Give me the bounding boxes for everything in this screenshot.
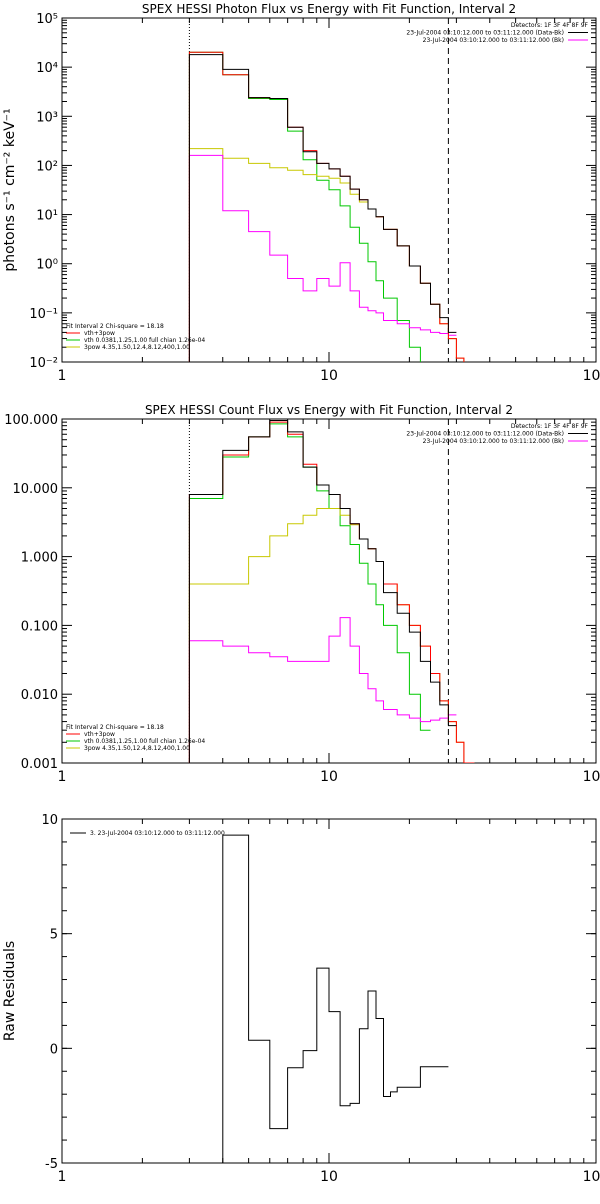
series-line-2 bbox=[188, 148, 465, 362]
series-line-1 bbox=[222, 834, 449, 1163]
x-tick-label: 100 bbox=[583, 769, 600, 785]
series-line-3 bbox=[188, 154, 457, 362]
x-tick-label: 10 bbox=[320, 1169, 338, 1185]
x-tick-label: 10 bbox=[320, 368, 338, 384]
x-tick-label: 100 bbox=[583, 368, 600, 384]
x-tick-label: 1 bbox=[58, 769, 67, 785]
legend-entry-text: 3. 23-Jul-2004 03:10:12.000 to 03:11:12.… bbox=[90, 830, 225, 837]
legend-entry-text: Fit Interval 2 Chi-square = 18.18 bbox=[66, 323, 164, 330]
chart-panel-2: 1 10 100 0.001 0.010 0.100 1.000 10.000 100.000 S… bbox=[4, 403, 600, 785]
series-line-5 bbox=[188, 54, 457, 362]
legend-entry-text: 3pow 4.35,1.50,12.4,8.12,400,1.00 bbox=[84, 344, 190, 351]
legend-entry-text: 3pow 4.35,1.50,12.4,8.12,400,1.00 bbox=[84, 745, 190, 752]
legend-entry-text: 23-Jul-2004 03:10:12.000 to 03:11:12.000… bbox=[406, 431, 564, 438]
y-axis-label: Raw Residuals bbox=[2, 941, 18, 1041]
x-tick-label: 1 bbox=[58, 1169, 67, 1185]
y-tick-label: 10⁻² bbox=[29, 356, 58, 371]
series-line-1 bbox=[188, 423, 431, 763]
series-line-3 bbox=[188, 617, 457, 763]
y-tick-label: 0.010 bbox=[21, 688, 58, 703]
series-group bbox=[222, 834, 449, 1163]
chart-panel-1: 1 10 100 10⁻² 10⁻¹ 10⁰ 10¹ 10² 10³ 10⁴ 10⁵ SPEX HES… bbox=[2, 2, 600, 384]
y-tick-label: 10.000 bbox=[13, 482, 59, 497]
series-line-4 bbox=[188, 421, 475, 763]
x-tick-label: 10 bbox=[320, 769, 338, 785]
y-tick-label: 0.100 bbox=[21, 619, 58, 634]
legend-entry-text: vth+3pow bbox=[84, 330, 115, 337]
series-line-5 bbox=[188, 420, 457, 763]
x-tick-label: 100 bbox=[583, 1169, 600, 1185]
y-tick-label: 10² bbox=[36, 159, 58, 174]
legend-entry-text: vth+3pow bbox=[84, 731, 115, 738]
series-group bbox=[188, 51, 465, 362]
x-tick-label: 1 bbox=[58, 368, 67, 384]
chart-title: SPEX HESSI Photon Flux vs Energy with Fi… bbox=[142, 2, 516, 16]
y-tick-label: 100.000 bbox=[4, 413, 58, 428]
legend-entry-text: 23-Jul-2004 03:10:12.000 to 03:11:12.000… bbox=[423, 438, 564, 445]
y-axis-label: photons s⁻¹ cm⁻² keV⁻¹ bbox=[2, 108, 18, 271]
legend-entry-text: Fit Interval 2 Chi-square = 18.18 bbox=[66, 724, 164, 731]
y-tick-label: -5 bbox=[45, 1157, 58, 1172]
y-tick-label: 10⁵ bbox=[36, 12, 58, 27]
y-tick-label: 1.000 bbox=[21, 551, 58, 566]
legend-entry-text: Detectors: 1F 3F 4F 8F 9F bbox=[511, 22, 589, 29]
legend-entry-text: Detectors: 1F 3F 4F 8F 9F bbox=[511, 423, 589, 430]
y-tick-label: 0.001 bbox=[21, 757, 58, 772]
y-tick-label: 10⁻¹ bbox=[29, 307, 58, 322]
y-tick-label: 10³ bbox=[36, 110, 58, 125]
chart-title: SPEX HESSI Count Flux vs Energy with Fit… bbox=[145, 403, 513, 417]
series-line-1 bbox=[188, 51, 421, 362]
legend-entry-text: vth 0.0381,1.25,1.00 full chian 1.26e-04 bbox=[84, 337, 205, 344]
y-tick-label: 10 bbox=[41, 813, 58, 828]
y-tick-label: 0 bbox=[50, 1042, 58, 1057]
y-tick-label: 10⁴ bbox=[36, 61, 58, 76]
legend-entry-text: 23-Jul-2004 03:10:12.000 to 03:11:12.000… bbox=[406, 30, 564, 37]
series-group bbox=[188, 420, 475, 763]
y-tick-label: 10¹ bbox=[36, 209, 58, 224]
chart-panel-3: 1 10 100 -5 0 5 10 Raw Residuals 3. 23-Jul-2004 … bbox=[2, 813, 600, 1185]
y-tick-label: 10⁰ bbox=[36, 258, 58, 273]
y-tick-label: 5 bbox=[50, 928, 58, 943]
legend-entry-text: vth 0.0381,1.25,1.00 full chian 1.26e-04 bbox=[84, 738, 205, 745]
legend-entry-text: 23-Jul-2004 03:10:12.000 to 03:11:12.000… bbox=[423, 37, 564, 44]
plot-frame bbox=[61, 418, 597, 764]
